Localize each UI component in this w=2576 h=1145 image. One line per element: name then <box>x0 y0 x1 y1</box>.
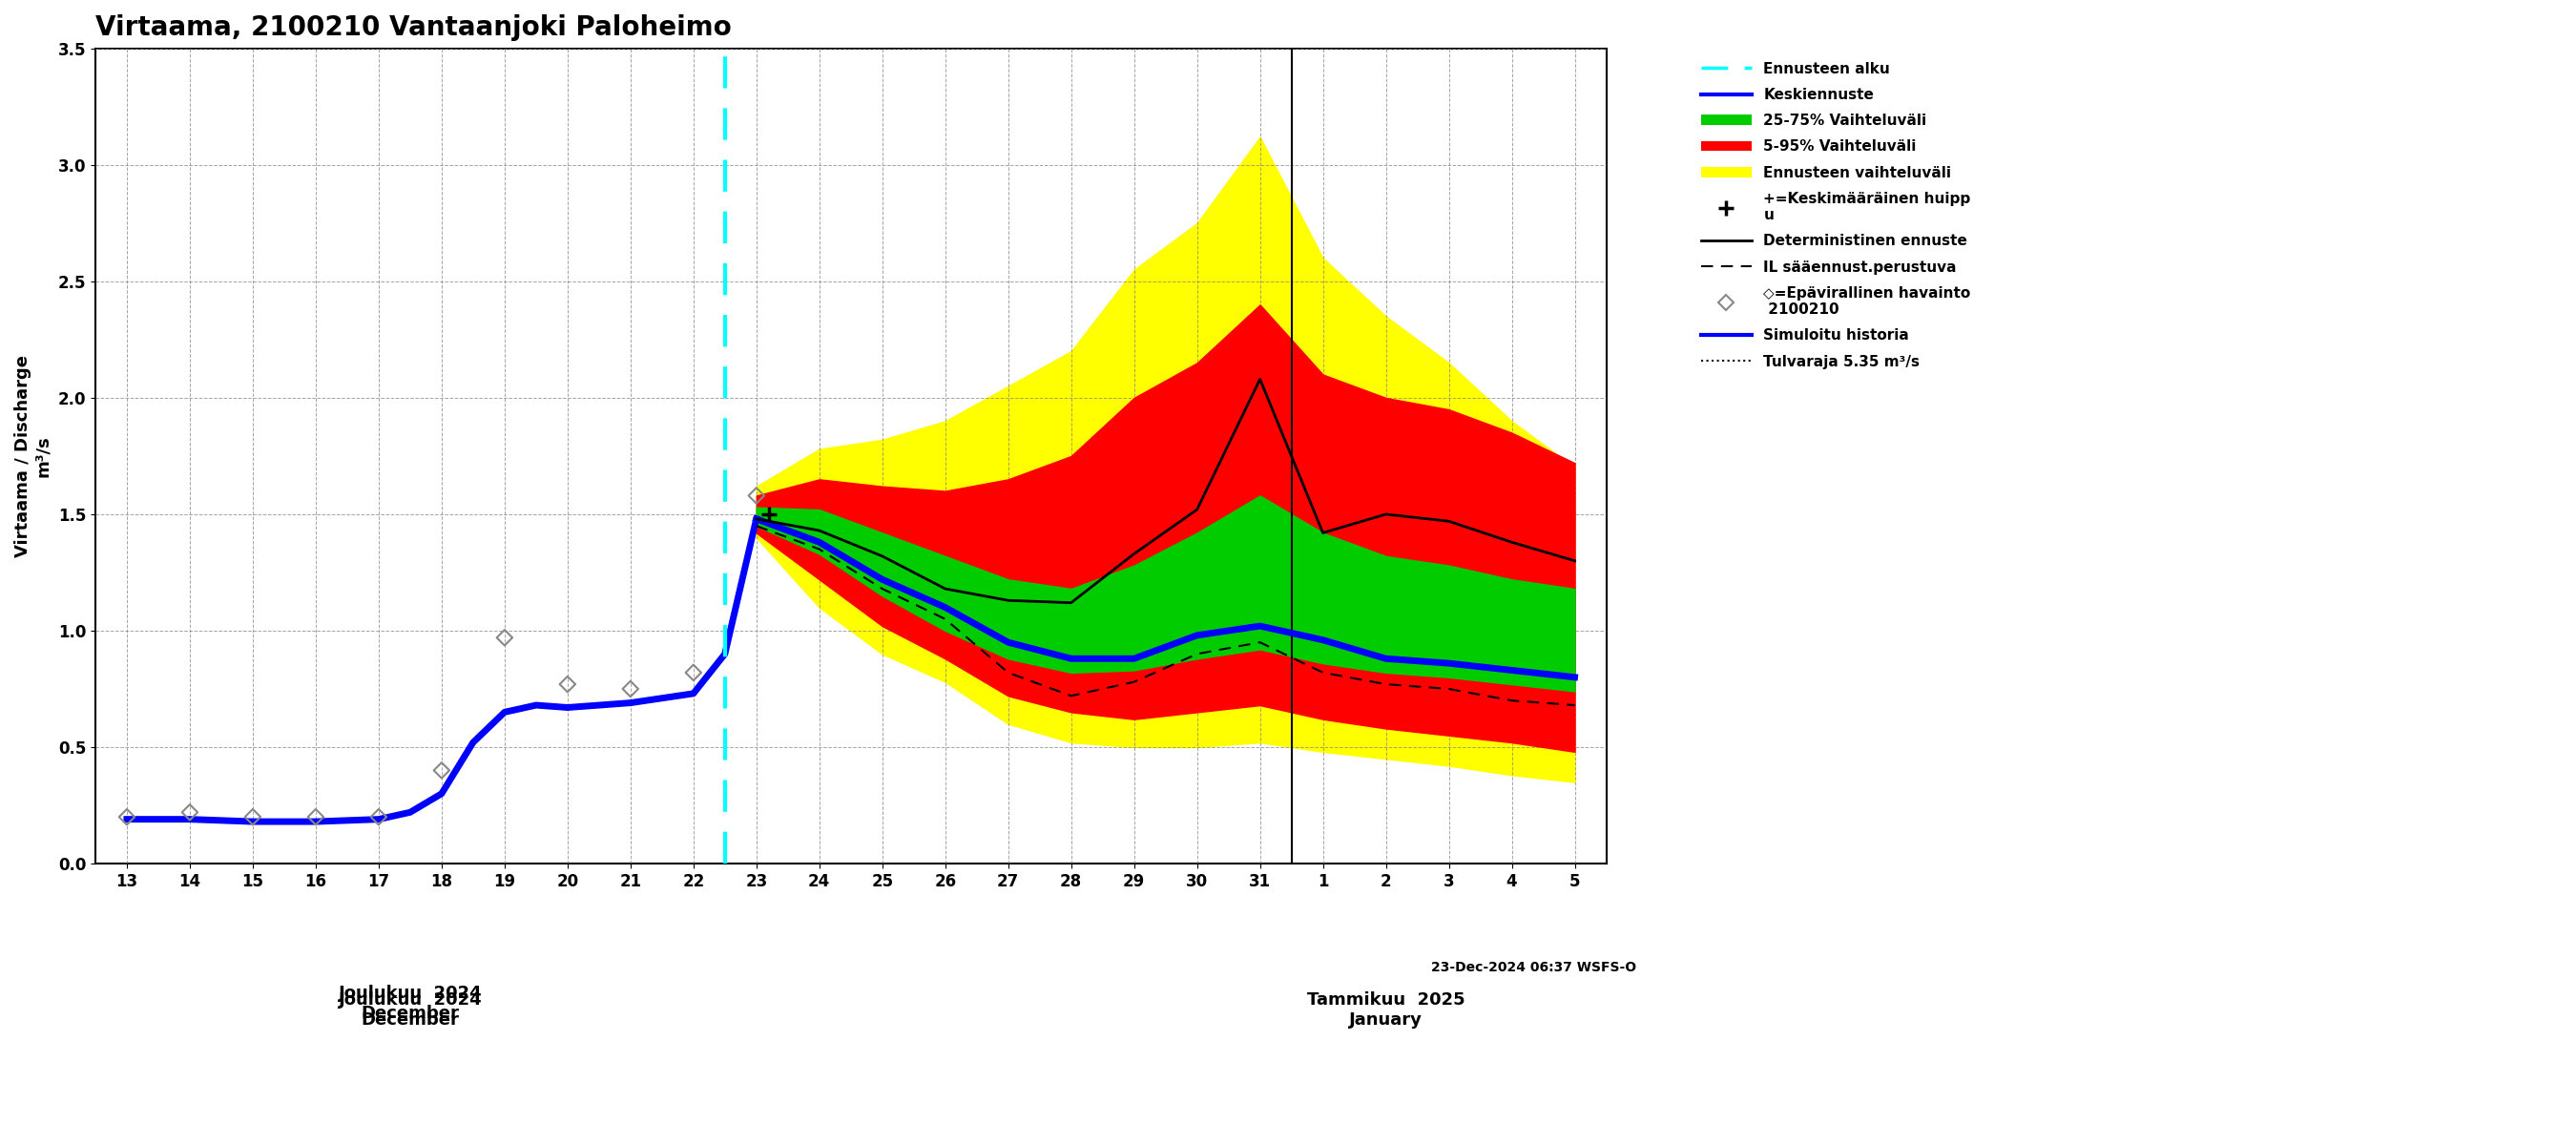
Point <box>296 807 337 826</box>
Text: Joulukuu  2024
December: Joulukuu 2024 December <box>337 985 482 1021</box>
Point <box>420 761 461 780</box>
Text: 23-Dec-2024 06:37 WSFS-O: 23-Dec-2024 06:37 WSFS-O <box>1432 962 1636 974</box>
Point <box>546 676 587 694</box>
Text: Tammikuu  2025
January: Tammikuu 2025 January <box>1306 992 1466 1028</box>
Point <box>484 629 526 647</box>
Point <box>106 807 147 826</box>
Text: Virtaama, 2100210 Vantaanjoki Paloheimo: Virtaama, 2100210 Vantaanjoki Paloheimo <box>95 14 732 41</box>
Point <box>232 807 273 826</box>
Legend: Ennusteen alku, Keskiennuste, 25-75% Vaihteluväli, 5-95% Vaihteluväli, Ennusteen: Ennusteen alku, Keskiennuste, 25-75% Vai… <box>1695 56 1976 374</box>
Text: Joulukuu  2024
December: Joulukuu 2024 December <box>337 992 482 1028</box>
Point <box>672 663 714 681</box>
Point <box>358 807 399 826</box>
Point <box>737 487 778 505</box>
Point <box>170 803 211 821</box>
Y-axis label: Virtaama / Discharge
m³/s: Virtaama / Discharge m³/s <box>15 355 52 558</box>
Point <box>611 680 652 698</box>
